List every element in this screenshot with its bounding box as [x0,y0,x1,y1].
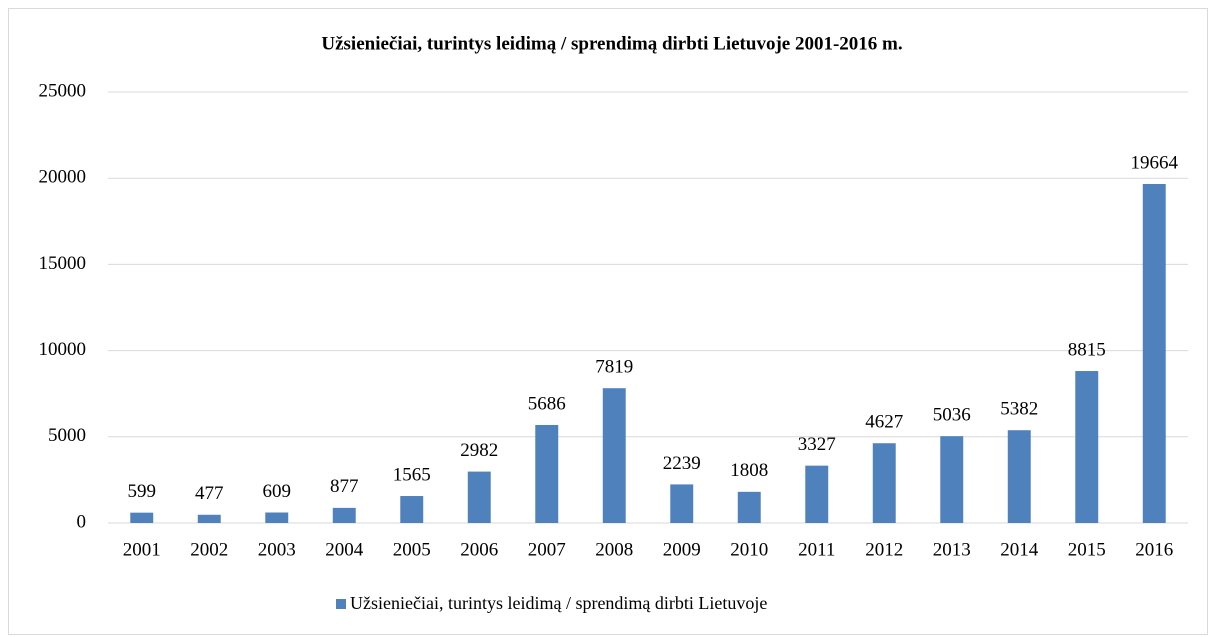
bar [805,465,829,523]
data-label: 4627 [865,412,903,433]
x-tick-label: 2002 [190,539,228,560]
data-label: 877 [330,476,359,497]
data-label: 8815 [1068,339,1106,360]
bar [872,443,896,523]
x-tick-label: 2003 [258,539,296,560]
legend-swatch [336,599,346,609]
data-label: 2982 [460,440,498,461]
bar [332,507,356,523]
x-tick-label: 2006 [460,539,498,560]
x-tick-label: 2015 [1068,539,1106,560]
x-tick-label: 2014 [1000,539,1039,560]
x-tick-label: 2004 [325,539,364,560]
x-tick-label: 2010 [730,539,768,560]
bar [467,471,491,523]
x-tick-label: 2005 [393,539,431,560]
x-tick-label: 2012 [865,539,903,560]
data-label: 7819 [595,357,633,378]
y-tick-label: 10000 [39,339,87,360]
y-tick-label: 5000 [48,425,86,446]
data-label: 5036 [933,405,971,426]
x-tick-label: 2016 [1135,539,1173,560]
bar [197,514,221,523]
x-tick-label: 2011 [798,539,835,560]
bar [265,512,289,523]
bar [1007,430,1031,523]
chart-title: Užsieniečiai, turintys leidimą / sprendi… [321,33,902,54]
x-tick-label: 2007 [528,539,566,560]
data-label: 19664 [1131,152,1179,173]
x-tick-label: 2013 [933,539,971,560]
chart-border [8,8,1208,635]
data-label: 1565 [393,464,431,485]
data-label: 5686 [528,393,566,414]
x-tick-label: 2008 [595,539,633,560]
bar [535,424,559,523]
data-label: 609 [263,481,292,502]
data-label: 2239 [663,453,701,474]
bar [1142,183,1166,523]
data-label: 599 [128,481,157,502]
bar [602,388,626,523]
bar [940,436,964,523]
y-tick-label: 15000 [39,253,87,274]
y-tick-label: 0 [77,511,87,532]
data-label: 1808 [730,460,768,481]
y-tick-label: 20000 [39,167,87,188]
x-tick-label: 2001 [123,539,161,560]
bar [1075,371,1099,523]
y-tick-label: 25000 [39,80,87,101]
x-tick-label: 2009 [663,539,701,560]
data-label: 5382 [1000,399,1038,420]
bar [130,512,154,523]
bar [400,496,424,523]
data-label: 477 [195,483,224,504]
legend-label: Užsieniečiai, turintys leidimą / sprendi… [350,593,767,613]
bar [670,484,694,523]
data-label: 3327 [798,434,836,455]
bar [737,491,761,523]
